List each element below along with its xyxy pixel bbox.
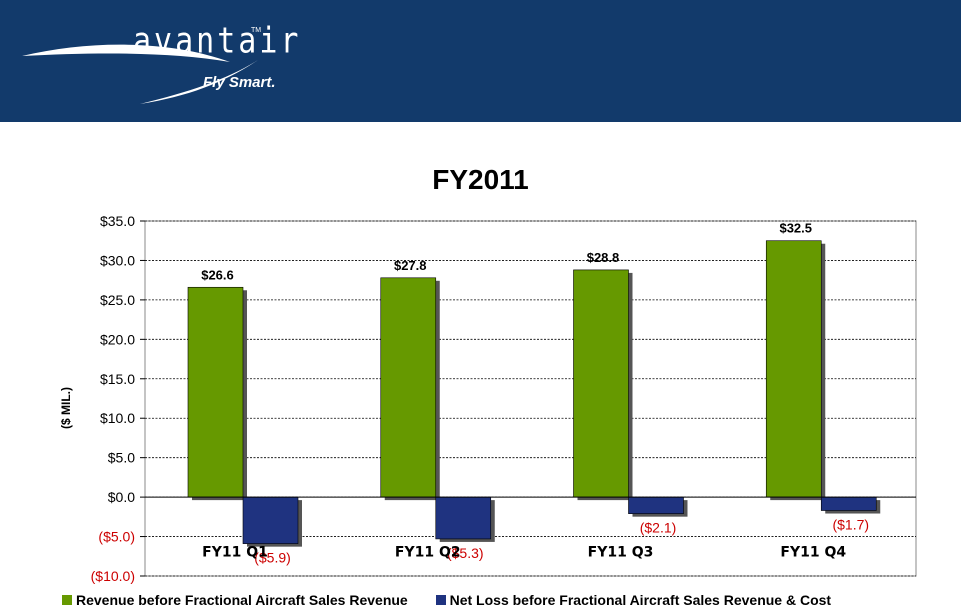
y-tick-label: $20.0 — [100, 331, 135, 347]
x-tick-label: FY11 Q3 — [588, 545, 654, 561]
bar-netloss — [628, 496, 684, 514]
y-tick-label: $30.0 — [100, 252, 135, 268]
y-tick-label: $0.0 — [108, 489, 135, 505]
data-label: $26.6 — [201, 267, 234, 282]
legend-label-netloss: Net Loss before Fractional Aircraft Sale… — [449, 592, 832, 608]
data-label: $32.5 — [779, 221, 812, 236]
legend-swatch-netloss — [435, 595, 446, 605]
legend-item-revenue: Revenue before Fractional Aircraft Sales… — [62, 592, 408, 608]
bar-netloss — [435, 496, 492, 540]
legend-item-netloss: Net Loss before Fractional Aircraft Sale… — [435, 592, 832, 608]
y-tick-label: ($5.0) — [98, 529, 135, 545]
bar-revenue — [380, 277, 437, 498]
x-tick-label: FY11 Q4 — [780, 545, 846, 561]
brand-logo: avantair — [133, 20, 302, 62]
data-label: $27.8 — [394, 258, 427, 273]
data-label: ($1.7) — [832, 517, 869, 533]
chart-legend: Revenue before Fractional Aircraft Sales… — [62, 592, 855, 608]
data-label: ($2.1) — [640, 520, 677, 536]
legend-label-revenue: Revenue before Fractional Aircraft Sales… — [76, 592, 408, 608]
bar-revenue — [187, 286, 244, 498]
bar-netloss — [820, 496, 877, 511]
bar-netloss — [242, 496, 299, 544]
y-tick-label: $25.0 — [100, 292, 135, 308]
bar-revenue — [573, 269, 629, 498]
x-tick-label: FY11 Q1 — [202, 545, 268, 561]
y-axis-label: ($ MIL.) — [59, 387, 73, 429]
trademark-mark: TM — [251, 27, 262, 34]
data-label: ($5.3) — [447, 545, 484, 561]
x-tick-label: FY11 Q2 — [395, 545, 461, 561]
y-tick-label: $35.0 — [100, 213, 135, 229]
brand-tagline: Fly Smart. — [203, 74, 276, 91]
legend-swatch-revenue — [62, 595, 72, 605]
chart-title: FY2011 — [432, 164, 529, 195]
y-tick-label: $15.0 — [100, 371, 135, 387]
header-banner: avantair TM Fly Smart. — [0, 0, 961, 122]
swoosh-logo-icon — [22, 44, 258, 104]
y-tick-label: ($10.0) — [91, 568, 135, 584]
y-tick-label: $5.0 — [108, 450, 135, 466]
bar-revenue — [765, 240, 822, 498]
y-tick-label: $10.0 — [100, 410, 135, 426]
data-label: ($5.9) — [254, 550, 291, 566]
data-label: $28.8 — [587, 250, 620, 265]
